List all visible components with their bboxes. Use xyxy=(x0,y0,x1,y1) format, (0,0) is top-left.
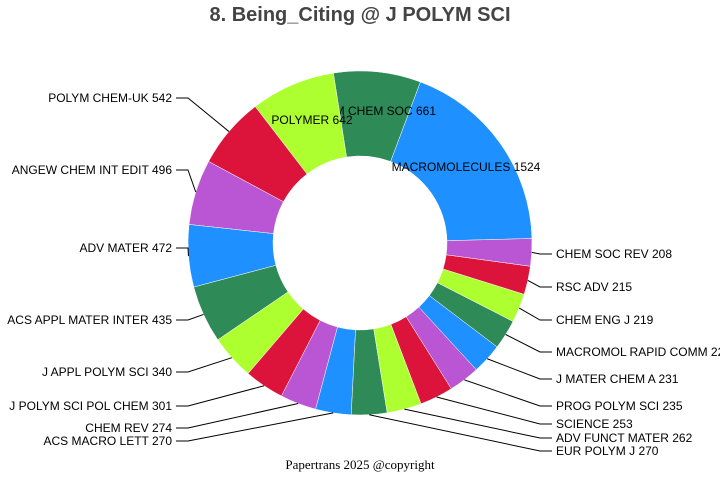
slice-j-am-chem-soc[interactable] xyxy=(333,70,421,162)
slice-label: POLYM CHEM-UK 542 xyxy=(48,91,172,105)
leader-line xyxy=(518,307,552,321)
slice-label: MACROMOL RAPID COMM 225 xyxy=(556,345,720,359)
slice-adv-mater[interactable] xyxy=(187,224,277,288)
chart-title: 8. Being_Citing @ J POLYM SCI xyxy=(209,4,511,26)
leader-line xyxy=(436,396,552,425)
leader-line xyxy=(176,313,204,321)
leader-line xyxy=(369,414,552,452)
slice-j-appl-polym-sci[interactable] xyxy=(217,291,304,374)
slice-label: ANGEW CHEM INT EDIT 496 xyxy=(12,163,173,177)
leader-line xyxy=(464,379,552,407)
slice-label: PROG POLYM SCI 235 xyxy=(556,399,683,413)
slice-label: CHEM REV 274 xyxy=(85,421,172,435)
slice-prog-polym-sci[interactable] xyxy=(405,306,477,390)
leader-line xyxy=(176,412,334,442)
slice-label: ACS MACRO LETT 270 xyxy=(44,434,173,448)
slice-label: ADV FUNCT MATER 262 xyxy=(556,431,693,445)
slice-label: SCIENCE 253 xyxy=(556,417,633,431)
slice-label: EUR POLYM J 270 xyxy=(556,444,659,458)
leader-line xyxy=(404,408,552,439)
slice-chem-eng-j[interactable] xyxy=(437,268,525,322)
slice-angew-chem-int-edit[interactable] xyxy=(188,161,284,234)
slice-polymer[interactable] xyxy=(254,72,347,175)
slice-j-polym-sci-pol-chem[interactable] xyxy=(247,308,321,397)
leader-line xyxy=(527,279,552,288)
leader-line xyxy=(176,247,189,257)
leader-line xyxy=(176,403,299,429)
slice-label: MACROMOLECULES 1524 xyxy=(392,160,541,174)
slice-acs-macro-lett[interactable] xyxy=(315,326,356,416)
leader-line xyxy=(505,334,552,353)
slice-label: J APPL POLYM SCI 340 xyxy=(42,365,172,379)
slice-label: J POLYM SCI POL CHEM 301 xyxy=(9,399,172,413)
leader-line xyxy=(176,97,230,132)
slice-label: POLYMER 642 xyxy=(271,113,352,127)
slice-polym-chem-uk[interactable] xyxy=(208,106,308,203)
slice-label: CHEM ENG J 219 xyxy=(556,313,654,327)
leader-line xyxy=(176,169,197,193)
leader-line xyxy=(176,357,232,373)
slice-chem-soc-rev[interactable] xyxy=(445,238,533,267)
slice-label: RSC ADV 215 xyxy=(556,280,632,294)
slice-acs-appl-mater-inter[interactable] xyxy=(193,264,289,341)
slice-label: J AM CHEM SOC 661 xyxy=(318,104,436,118)
slice-eur-polym-j[interactable] xyxy=(350,328,388,416)
slice-label: J MATER CHEM A 231 xyxy=(556,372,679,386)
slice-label: ADV MATER 472 xyxy=(80,241,173,255)
slice-rsc-adv[interactable] xyxy=(442,254,531,295)
slice-chem-rev[interactable] xyxy=(281,320,338,410)
slice-science[interactable] xyxy=(390,316,452,405)
slice-macromol-rapid-comm[interactable] xyxy=(428,282,514,348)
slice-label: CHEM SOC REV 208 xyxy=(556,247,672,261)
slice-macromolecules[interactable] xyxy=(390,81,533,241)
slice-adv-funct-mater[interactable] xyxy=(373,324,422,414)
slice-j-mater-chem-a[interactable] xyxy=(418,295,498,371)
leader-line xyxy=(531,251,552,255)
copyright-footer: Papertrans 2025 @copyright xyxy=(285,457,435,472)
leader-line xyxy=(176,385,265,407)
slice-label: ACS APPL MATER INTER 435 xyxy=(7,313,172,327)
leader-line xyxy=(487,358,552,380)
